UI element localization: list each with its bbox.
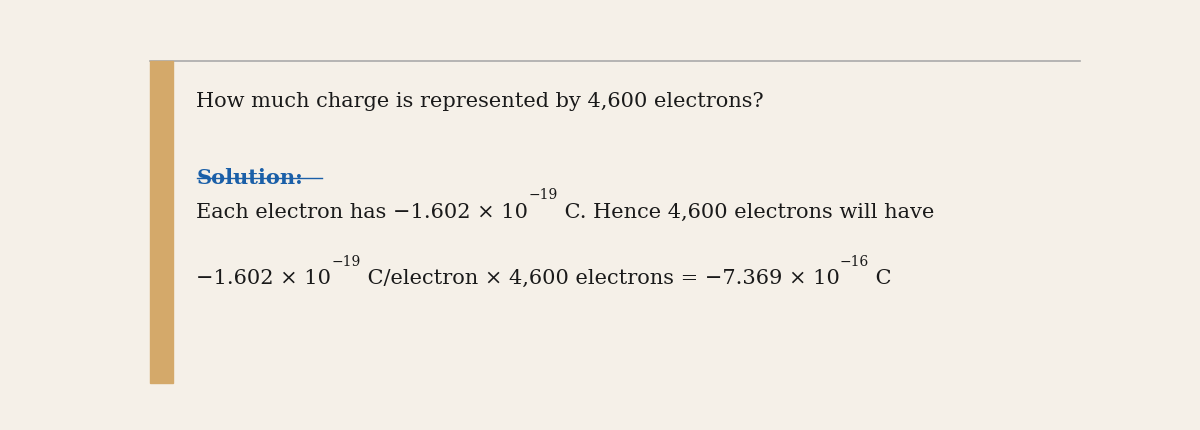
Text: −1.602 × 10: −1.602 × 10 bbox=[197, 268, 331, 287]
Text: −19: −19 bbox=[528, 188, 558, 202]
Text: Solution:: Solution: bbox=[197, 167, 304, 187]
Text: −16: −16 bbox=[840, 254, 869, 268]
Text: −19: −19 bbox=[331, 254, 361, 268]
Text: Each electron has −1.602 × 10: Each electron has −1.602 × 10 bbox=[197, 202, 528, 221]
Bar bbox=[150, 61, 173, 383]
Text: How much charge is represented by 4,600 electrons?: How much charge is represented by 4,600 … bbox=[197, 91, 764, 110]
Text: C. Hence 4,600 electrons will have: C. Hence 4,600 electrons will have bbox=[558, 202, 934, 221]
Text: C: C bbox=[869, 268, 892, 287]
Text: C/electron × 4,600 electrons = −7.369 × 10: C/electron × 4,600 electrons = −7.369 × … bbox=[361, 268, 840, 287]
